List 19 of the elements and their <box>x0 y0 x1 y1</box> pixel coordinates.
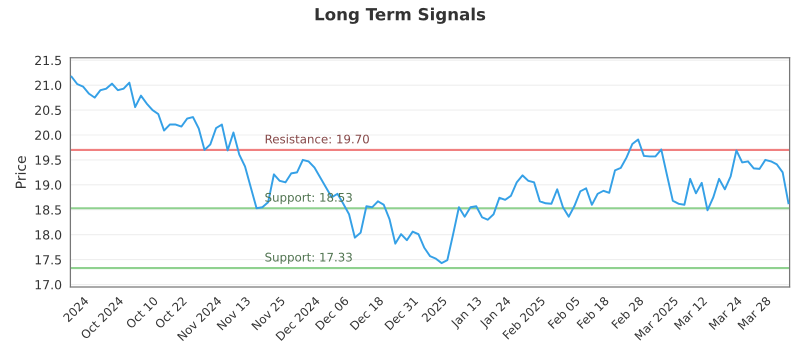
y-tick-label: 20.0 <box>35 130 62 140</box>
y-tick-label: 18.0 <box>36 230 62 240</box>
y-tick-label: 19.0 <box>36 180 62 190</box>
chart-title: Long Term Signals <box>316 8 486 24</box>
y-tick-label: 19.5 <box>36 155 61 165</box>
ref-line-label: Support: 17.33 <box>265 252 352 264</box>
line-series <box>70 76 790 264</box>
x-tick-label: Feb 28 <box>610 296 644 330</box>
y-tick-label: 17.5 <box>36 255 61 265</box>
ref-line-label: Resistance: 19.70 <box>266 134 369 144</box>
y-tick-label: 20.5 <box>35 106 61 116</box>
y-tick-label: 21.0 <box>35 80 62 90</box>
x-tick-label: Dec 31 <box>384 296 418 330</box>
y-axis-title: Price <box>15 156 26 188</box>
y-tick-label: 21.5 <box>35 56 61 66</box>
x-tick-label: Dec 18 <box>350 296 384 330</box>
x-tick-label: Nov 25 <box>251 296 286 331</box>
y-tick-label: 17.0 <box>36 280 62 290</box>
y-tick-label: 18.5 <box>36 205 61 215</box>
